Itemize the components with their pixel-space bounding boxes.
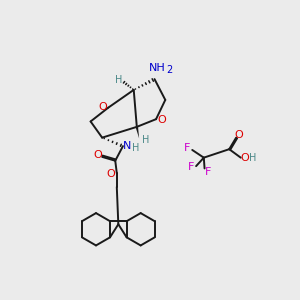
Text: 2: 2	[166, 65, 172, 75]
Text: NH: NH	[149, 63, 166, 73]
Text: H: H	[132, 143, 140, 153]
Text: O: O	[234, 130, 243, 140]
Text: F: F	[188, 162, 194, 172]
Text: N: N	[123, 141, 131, 151]
Text: H: H	[249, 153, 256, 163]
Text: O: O	[93, 150, 102, 160]
Text: H: H	[142, 135, 149, 145]
Polygon shape	[136, 127, 139, 138]
Text: F: F	[184, 143, 190, 153]
Text: O: O	[99, 102, 107, 112]
Text: O: O	[106, 169, 115, 179]
Text: F: F	[205, 167, 211, 177]
Text: H: H	[116, 75, 123, 85]
Text: O: O	[240, 153, 249, 163]
Text: O: O	[157, 115, 166, 125]
